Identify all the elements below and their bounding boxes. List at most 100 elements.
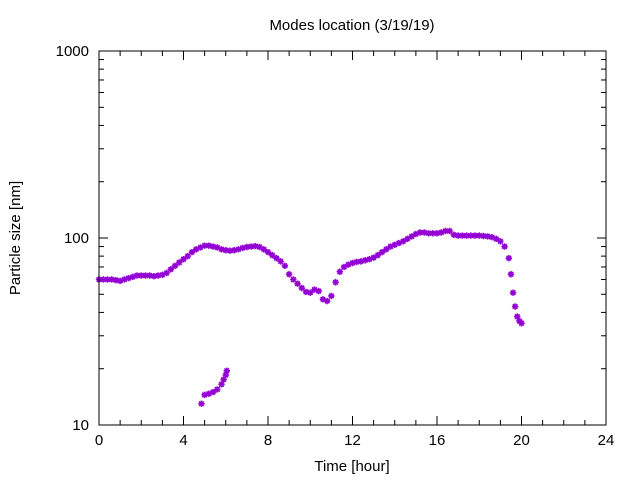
data-point	[421, 229, 428, 236]
data-point	[197, 244, 204, 251]
data-point	[247, 243, 255, 250]
data-point	[239, 244, 246, 252]
y-tick-label: 100	[64, 230, 89, 247]
data-point	[192, 246, 200, 253]
data-point	[404, 235, 411, 243]
data-point	[285, 271, 293, 278]
data-point	[476, 232, 483, 239]
data-point	[315, 287, 322, 295]
data-point	[514, 313, 521, 320]
data-point	[201, 242, 208, 249]
data-point	[163, 269, 170, 277]
data-point	[121, 276, 128, 283]
data-point	[391, 241, 398, 248]
data-point	[167, 266, 175, 273]
data-point	[176, 259, 183, 266]
data-point	[133, 272, 141, 279]
data-point	[201, 391, 208, 399]
data-point	[518, 320, 525, 327]
data-point	[100, 276, 107, 283]
data-point	[509, 289, 517, 296]
data-point	[205, 242, 213, 249]
data-point	[112, 276, 120, 284]
data-point	[357, 258, 365, 265]
data-point	[454, 232, 462, 239]
data-point	[273, 254, 280, 262]
y-axis-label: Particle size [nm]	[7, 181, 24, 295]
y-tick-label: 10	[72, 417, 89, 434]
data-point	[395, 239, 403, 247]
data-point	[218, 381, 225, 388]
data-point	[311, 286, 318, 293]
data-point	[214, 244, 221, 251]
data-point	[209, 243, 217, 250]
data-point	[319, 296, 327, 303]
data-point	[501, 243, 508, 250]
plot-frame	[98, 50, 607, 426]
data-point	[328, 292, 335, 300]
data-point	[198, 400, 205, 407]
data-point	[188, 248, 196, 256]
data-point	[159, 271, 166, 279]
x-tick-label: 20	[513, 432, 530, 449]
data-point	[484, 233, 491, 240]
data-point	[425, 230, 432, 237]
data-point	[209, 388, 217, 396]
x-tick-label: 4	[179, 432, 187, 449]
y-tick-label: 1000	[56, 43, 89, 60]
data-point	[505, 254, 513, 262]
data-point	[154, 272, 162, 279]
data-point	[336, 268, 344, 275]
data-point	[256, 243, 263, 251]
x-tick-label: 24	[598, 432, 615, 449]
data-point	[222, 247, 229, 254]
data-point	[252, 242, 259, 250]
x-axis-label: Time [hour]	[314, 458, 389, 475]
data-point	[205, 390, 213, 397]
data-point	[340, 263, 348, 271]
data-point	[108, 276, 115, 283]
data-point	[180, 256, 187, 263]
data-point	[129, 273, 136, 281]
x-tick-label: 16	[429, 432, 446, 449]
x-tick-label: 8	[264, 432, 272, 449]
data-point	[374, 251, 382, 259]
data-point	[218, 246, 225, 253]
data-point	[223, 367, 231, 374]
data-point	[298, 284, 305, 292]
data-point	[302, 288, 310, 296]
data-point	[400, 238, 407, 245]
x-tick-label: 12	[344, 432, 361, 449]
data-point	[492, 235, 500, 243]
data-point	[264, 248, 272, 256]
data-point	[467, 232, 474, 239]
data-point	[125, 274, 132, 282]
data-point	[146, 272, 153, 279]
data-point	[511, 303, 519, 310]
data-point	[471, 232, 479, 239]
data-point	[235, 246, 242, 253]
data-point	[226, 247, 234, 254]
data-point	[450, 231, 458, 239]
data-point	[488, 233, 496, 241]
data-point	[138, 272, 145, 279]
data-point	[150, 272, 158, 280]
data-point	[378, 248, 386, 256]
data-point	[480, 232, 487, 240]
data-point	[408, 233, 415, 240]
data-point	[349, 259, 356, 267]
data-point	[438, 229, 445, 236]
data-point	[383, 246, 390, 253]
data-point	[497, 238, 504, 245]
chart-title: Modes location (3/19/19)	[269, 17, 434, 34]
data-point	[429, 230, 436, 237]
x-tick-label: 0	[95, 432, 103, 449]
data-point	[260, 246, 267, 253]
data-point	[220, 376, 227, 383]
data-point	[366, 256, 373, 263]
data-point	[446, 227, 453, 235]
data-point	[332, 279, 339, 286]
data-point	[412, 230, 420, 238]
